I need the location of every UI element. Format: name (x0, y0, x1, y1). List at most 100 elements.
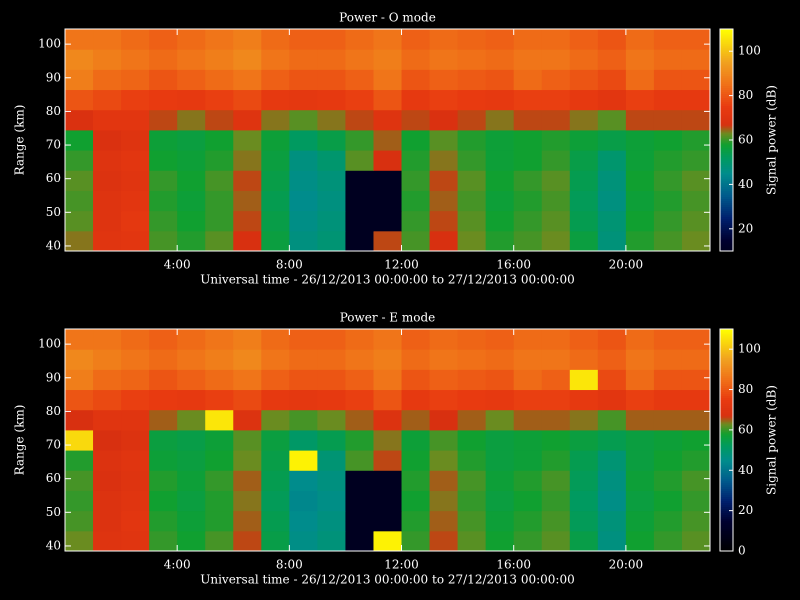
chart-title: Power - E mode (340, 311, 436, 325)
heatmap-cell (597, 329, 627, 350)
heatmap-cell (289, 349, 318, 370)
colorbar-slice (720, 146, 733, 149)
colorbar-slice (720, 41, 733, 44)
heatmap-cell (121, 29, 150, 50)
heatmap-cell (261, 49, 290, 70)
y-tick-label: 100 (38, 37, 61, 51)
heatmap-cell (149, 470, 178, 491)
heatmap-cell (457, 510, 487, 532)
colorbar-slice (720, 140, 733, 143)
heatmap-cell (289, 129, 318, 151)
heatmap-cell (541, 450, 571, 471)
x-tick-label: 8:00 (276, 258, 303, 272)
heatmap-cell (485, 450, 515, 471)
heatmap-cell (261, 29, 290, 50)
heatmap-cell (373, 429, 403, 451)
colorbar-slice (720, 500, 733, 504)
colorbar-slice (720, 544, 733, 548)
heatmap-cell (457, 129, 487, 151)
heatmap-cell (261, 109, 290, 131)
heatmap-cell (485, 490, 515, 512)
heatmap-cell (121, 470, 150, 491)
heatmap-cell (653, 170, 683, 191)
heatmap-cell (317, 530, 346, 552)
heatmap-cell (149, 530, 178, 552)
heatmap-cell (625, 89, 655, 111)
heatmap-cell (457, 349, 487, 370)
heatmap-cell (541, 170, 571, 191)
heatmap-cell (429, 369, 459, 391)
colorbar-slice (720, 385, 733, 389)
colorbar-slice (720, 198, 733, 202)
heatmap-cell (373, 389, 403, 411)
heatmap-cell (597, 409, 627, 431)
colorbar-slice (720, 186, 733, 189)
heatmap-cell (261, 429, 290, 451)
heatmap-cell (401, 89, 431, 111)
heatmap-cell (345, 389, 374, 411)
heatmap-cell (345, 369, 374, 391)
heatmap-cell (65, 510, 94, 532)
heatmap-cell (457, 29, 487, 50)
heatmap-cell (93, 490, 122, 512)
heatmap-cell (65, 150, 94, 171)
heatmap-cell (317, 109, 346, 131)
heatmap-cell (177, 470, 206, 491)
colorbar-slice (720, 156, 733, 159)
colorbar-slice (720, 433, 733, 437)
heatmap-cell (65, 429, 94, 451)
colorbar-slice (720, 135, 733, 139)
colorbar-slice (720, 375, 733, 378)
heatmap-cell (513, 170, 543, 191)
colorbar-slice (720, 417, 733, 421)
heatmap-cell (681, 129, 711, 151)
heatmap-cell (569, 69, 599, 91)
heatmap-cell (569, 409, 599, 431)
heatmap-cell (401, 490, 431, 512)
heatmap-cell (681, 450, 711, 471)
colorbar-label: Signal power (dB) (765, 385, 779, 495)
colorbar-slice (720, 220, 733, 224)
heatmap-cell (121, 389, 150, 411)
heatmap-cell (569, 530, 599, 552)
heatmap-cell (513, 69, 543, 91)
colorbar-slice (720, 222, 733, 226)
heatmap-cell (401, 109, 431, 131)
heatmap-cell (681, 109, 711, 131)
heatmap-cell (569, 150, 599, 171)
colorbar-slice (720, 359, 733, 362)
heatmap-cell (205, 150, 234, 171)
colorbar-slice (720, 528, 733, 532)
heatmap-cell (373, 170, 403, 191)
colorbar-slice (720, 397, 733, 401)
heatmap-cell (93, 29, 122, 50)
heatmap-cell (401, 349, 431, 370)
heatmap-cell (485, 150, 515, 171)
heatmap-cell (177, 429, 206, 451)
heatmap-cell (233, 109, 262, 131)
colorbar-tick-label: 60 (738, 422, 753, 436)
colorbar-slice (720, 226, 733, 230)
heatmap-cell (373, 349, 403, 370)
colorbar-slice (720, 238, 733, 242)
heatmap-cell (345, 190, 374, 212)
heatmap-cell (65, 210, 94, 232)
heatmap-cell (597, 129, 627, 151)
colorbar-slice (720, 331, 733, 334)
colorbar-slice (720, 174, 733, 177)
heatmap-cell (233, 230, 262, 252)
heatmap-cell (457, 450, 487, 471)
heatmap-cell (485, 470, 515, 491)
heatmap-cell (317, 49, 346, 70)
colorbar-slice (720, 353, 733, 356)
heatmap-cell (541, 230, 571, 252)
heatmap-cell (373, 530, 403, 552)
colorbar-slice (720, 522, 733, 526)
colorbar-slice (720, 37, 733, 40)
colorbar-slice (720, 87, 733, 91)
heatmap-cell (233, 470, 262, 491)
heatmap-cell (541, 510, 571, 532)
heatmap-cell (317, 429, 346, 451)
heatmap-cell (205, 369, 234, 391)
